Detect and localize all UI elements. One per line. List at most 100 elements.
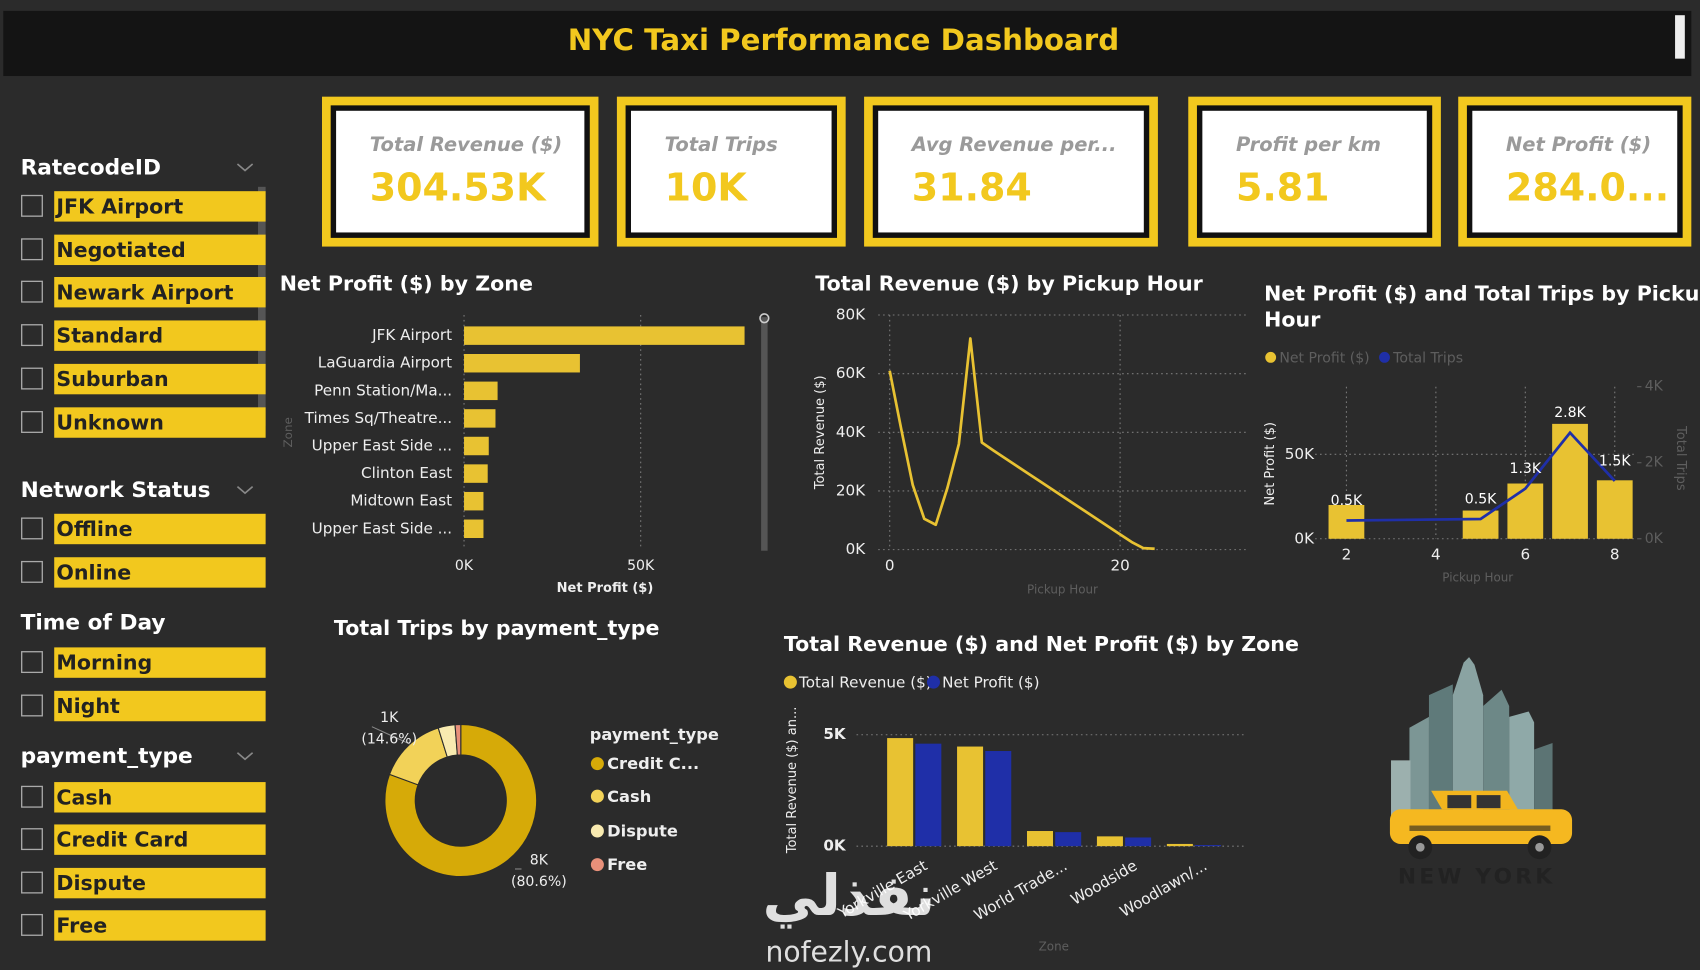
slicer-item[interactable]: Suburban [56, 367, 168, 391]
kpi-value: 304.53K [370, 166, 547, 210]
x-axis-label: Zone [1039, 940, 1069, 954]
slicer-item[interactable]: Night [56, 694, 120, 718]
slicer-item-bg[interactable] [54, 513, 266, 545]
slicer-item[interactable]: Negotiated [56, 238, 185, 262]
bar [464, 519, 484, 539]
slicer-item-bg[interactable] [54, 320, 266, 351]
bar [1596, 480, 1633, 539]
x-tick-label: 50K [627, 558, 655, 574]
illustration-text: NEW YORK [1398, 865, 1555, 890]
slicer-checkbox[interactable] [21, 871, 43, 894]
slicer-checkbox[interactable] [21, 324, 43, 347]
slicer-item[interactable]: Online [56, 561, 131, 585]
slicer-item-bg[interactable] [54, 191, 266, 222]
x-axis-label: Pickup Hour [1027, 582, 1098, 596]
line [1346, 430, 1616, 522]
dashboard-title: NYC Taxi Performance Dashboard [568, 23, 1119, 57]
slicer-item-bg[interactable] [54, 782, 266, 813]
data-label: 1.3K [1509, 461, 1541, 477]
y-axis-label: Net Profit ($) [1263, 422, 1278, 506]
slicer-item[interactable]: Credit Card [56, 828, 188, 852]
slicer-item[interactable]: Cash [56, 785, 112, 809]
slicer-checkbox[interactable] [21, 785, 43, 808]
bar [464, 326, 745, 345]
x-tick-label: 4 [1431, 546, 1441, 564]
bar [464, 409, 496, 428]
x-tick-label: 8 [1610, 546, 1620, 564]
legend-marker [590, 757, 604, 771]
legend-marker [1379, 351, 1390, 363]
x-axis-label: Pickup Hour [1442, 570, 1513, 584]
slicer-item-bg[interactable] [54, 824, 266, 855]
y-tick-label: Upper East Side ... [312, 519, 452, 537]
kpi-label: Net Profit ($) [1506, 133, 1651, 156]
donut-slice [454, 723, 462, 756]
slicer-item-bg[interactable] [54, 910, 266, 941]
slicer-item-bg[interactable] [54, 867, 266, 899]
slicer-item-bg[interactable] [54, 557, 266, 588]
bar [957, 746, 984, 847]
y-tick-label: 50K [1285, 445, 1315, 463]
y-axis-label: Total Revenue ($) an... [785, 707, 800, 855]
legend-label: Total Revenue ($) [798, 674, 932, 692]
slicer-chevron[interactable] [236, 486, 254, 495]
kpi-card [878, 110, 1144, 233]
slicer-checkbox[interactable] [21, 280, 43, 303]
slicer-checkbox[interactable] [21, 913, 43, 936]
chart-title: Total Revenue ($) by Pickup Hour [815, 272, 1203, 296]
slicer-chevron[interactable] [236, 752, 254, 761]
slicer-item[interactable]: Morning [56, 651, 152, 675]
slicer-item-bg[interactable] [54, 647, 266, 678]
slicer-checkbox[interactable] [21, 560, 43, 583]
nyc-illustration [1389, 657, 1573, 860]
bar [985, 751, 1012, 847]
bar [1462, 510, 1499, 539]
kpi-card [1472, 110, 1678, 233]
slicer-checkbox[interactable] [21, 194, 43, 217]
slicer-title: payment_type [21, 744, 193, 769]
bar [1328, 504, 1365, 539]
slicer-item[interactable]: Newark Airport [56, 280, 233, 304]
bar [464, 464, 488, 483]
slicer-checkbox[interactable] [21, 828, 43, 851]
slicer-item[interactable]: Standard [56, 324, 163, 348]
slicer-item[interactable]: Dispute [56, 871, 146, 895]
kpi-value: 284.0... [1506, 166, 1669, 210]
slicer-item-bg[interactable] [54, 276, 266, 308]
slicer-checkbox[interactable] [21, 367, 43, 390]
slicer-item[interactable]: Free [56, 914, 107, 938]
slicer-item-bg[interactable] [54, 234, 266, 266]
bar [464, 354, 580, 373]
slicer-checkbox[interactable] [21, 411, 43, 433]
slicer-chevron[interactable] [236, 163, 254, 172]
slicer-item[interactable]: JFK Airport [54, 194, 183, 218]
y-tick-label: Times Sq/Theatre... [304, 409, 452, 427]
slicer-item[interactable]: Offline [56, 517, 132, 541]
legend-marker [590, 789, 604, 803]
legend-label: Total Trips [1392, 350, 1463, 366]
bar [1096, 836, 1123, 847]
legend-label: Net Profit ($) [942, 674, 1039, 692]
bar [1055, 832, 1082, 847]
bar [464, 491, 484, 511]
slicer-checkbox[interactable] [21, 517, 43, 540]
slicer-item-bg[interactable] [54, 407, 266, 438]
y-axis-label: Total Revenue ($) [813, 375, 828, 490]
legend-marker [783, 675, 797, 689]
x-tick-label: 0 [885, 556, 895, 574]
leader-line [371, 726, 411, 745]
slicer-item-bg[interactable] [54, 690, 266, 722]
data-label: 0.5K [1331, 493, 1363, 509]
slicer-item-bg[interactable] [54, 363, 266, 395]
legend-title: payment_type [590, 725, 719, 744]
bar [887, 738, 914, 847]
y-tick-label: 0K [823, 837, 847, 855]
slicer-checkbox[interactable] [21, 651, 43, 674]
slicer-checkbox[interactable] [21, 694, 43, 717]
slicer-checkbox[interactable] [21, 238, 43, 261]
slicer-item[interactable]: Unknown [56, 411, 164, 435]
bar [1125, 837, 1152, 847]
y-tick-label: LaGuardia Airport [318, 354, 452, 372]
legend-marker [926, 675, 940, 689]
